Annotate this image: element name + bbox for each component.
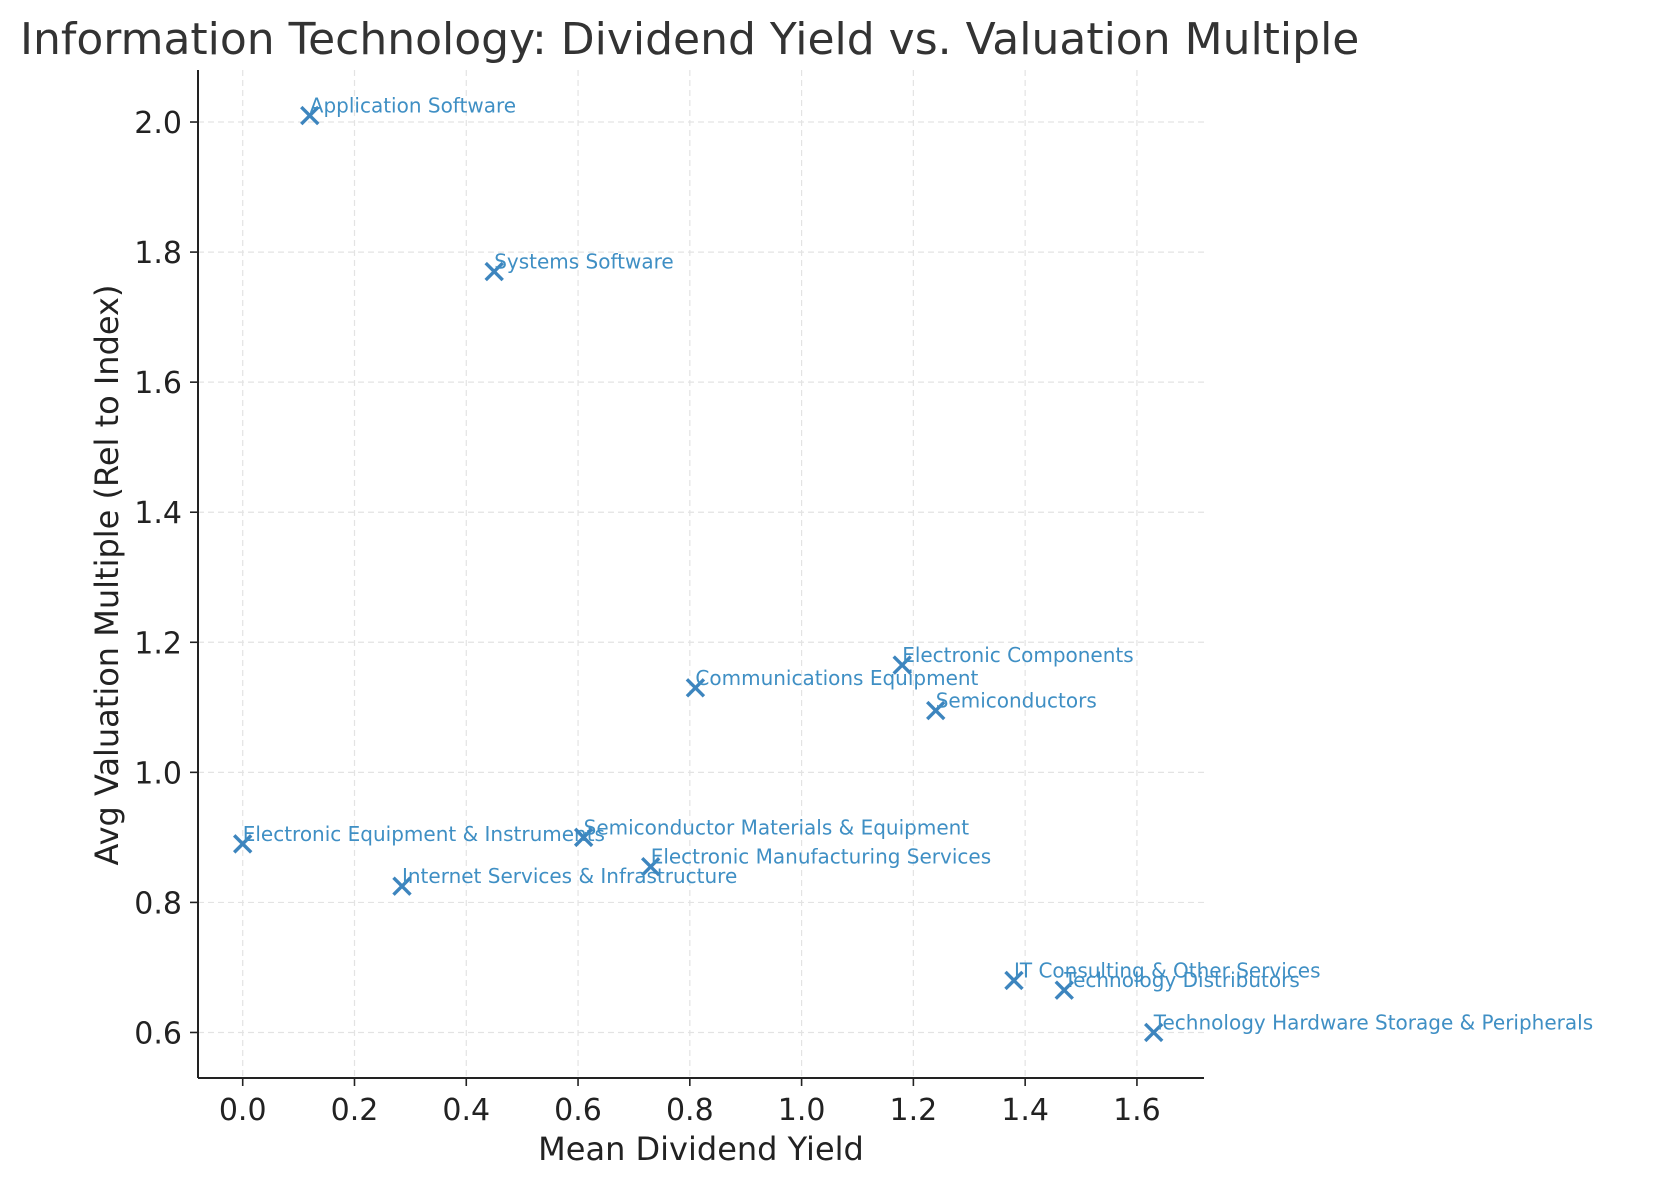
y-tick-label: 1.6 — [134, 366, 182, 401]
data-point: Electronic Manufacturing Services — [640, 845, 991, 877]
x-axis-label: Mean Dividend Yield — [538, 1130, 864, 1168]
point-label: Electronic Equipment & Instruments — [243, 822, 605, 846]
data-point: Semiconductors — [926, 689, 1097, 721]
data-point: Systems Software — [484, 250, 674, 282]
axes: 0.0 0.2 0.4 0.6 0.8 1.0 1.2 1.4 1.6 0.6 0.8 1.0 1.2 1… — [134, 70, 1204, 1128]
data-point: Application Software — [300, 94, 516, 126]
data-point: Semiconductor Materials & Equipment — [573, 815, 970, 848]
y-axis-label: Avg Valuation Multiple (Rel to Index) — [88, 285, 126, 866]
x-tick-label: 1.2 — [890, 1093, 938, 1128]
x-marker-stroke — [1054, 980, 1074, 1000]
grid — [198, 70, 1204, 1078]
point-label: Semiconductors — [936, 689, 1097, 713]
point-label: Internet Services & Infrastructure — [402, 864, 737, 888]
x-tick-label: 0.0 — [219, 1093, 267, 1128]
point-label: Technology Hardware Storage & Peripheral… — [1153, 1010, 1593, 1034]
x-tick-label: 1.4 — [1001, 1093, 1049, 1128]
x-marker-stroke — [1143, 1022, 1164, 1043]
x-marker-stroke — [573, 827, 594, 848]
point-label: IT Consulting & Other Services — [1014, 958, 1321, 982]
y-tick-label: 1.2 — [134, 626, 182, 661]
data-point: Technology Distributors — [1054, 968, 1300, 1000]
x-marker-stroke — [640, 856, 661, 877]
point-label: Semiconductor Materials & Equipment — [584, 815, 970, 839]
x-marker-stroke — [392, 876, 412, 896]
x-marker-stroke — [1004, 970, 1024, 991]
point-label: Systems Software — [494, 250, 674, 274]
data-point: Communications Equipment — [685, 666, 979, 698]
point-label: Communications Equipment — [695, 666, 978, 690]
x-marker-stroke — [926, 700, 946, 721]
y-tick-label: 1.4 — [134, 496, 182, 531]
x-marker-stroke — [685, 678, 706, 698]
data-point: IT Consulting & Other Services — [1004, 958, 1321, 991]
x-tick-label: 0.8 — [666, 1093, 714, 1128]
data-point: Internet Services & Infrastructure — [392, 864, 737, 896]
point-label: Application Software — [310, 94, 516, 118]
x-tick-label: 0.6 — [554, 1093, 602, 1128]
y-tick-label: 1.8 — [134, 236, 182, 271]
data-point: Electronic Components — [892, 643, 1134, 675]
point-label: Technology Distributors — [1063, 968, 1299, 992]
data-point: Electronic Equipment & Instruments — [233, 822, 605, 854]
y-tick-label: 1.0 — [134, 756, 182, 791]
x-marker-stroke — [484, 261, 504, 282]
point-label: Electronic Manufacturing Services — [651, 845, 991, 869]
x-marker-stroke — [233, 834, 253, 854]
x-marker-stroke — [300, 105, 320, 126]
point-label: Electronic Components — [902, 643, 1133, 667]
data-points: Application Software Systems Software Elec… — [233, 94, 1593, 1043]
x-tick-label: 0.4 — [442, 1093, 490, 1128]
x-marker-stroke — [892, 655, 912, 675]
data-point: Technology Hardware Storage & Peripheral… — [1143, 1010, 1593, 1043]
y-tick-label: 2.0 — [134, 106, 182, 141]
y-tick-label: 0.6 — [134, 1016, 182, 1051]
y-tick-label: 0.8 — [134, 886, 182, 921]
x-tick-label: 0.2 — [331, 1093, 379, 1128]
x-tick-label: 1.0 — [778, 1093, 826, 1128]
x-tick-label: 1.6 — [1113, 1093, 1161, 1128]
chart-title: Information Technology: Dividend Yield v… — [20, 14, 1359, 65]
